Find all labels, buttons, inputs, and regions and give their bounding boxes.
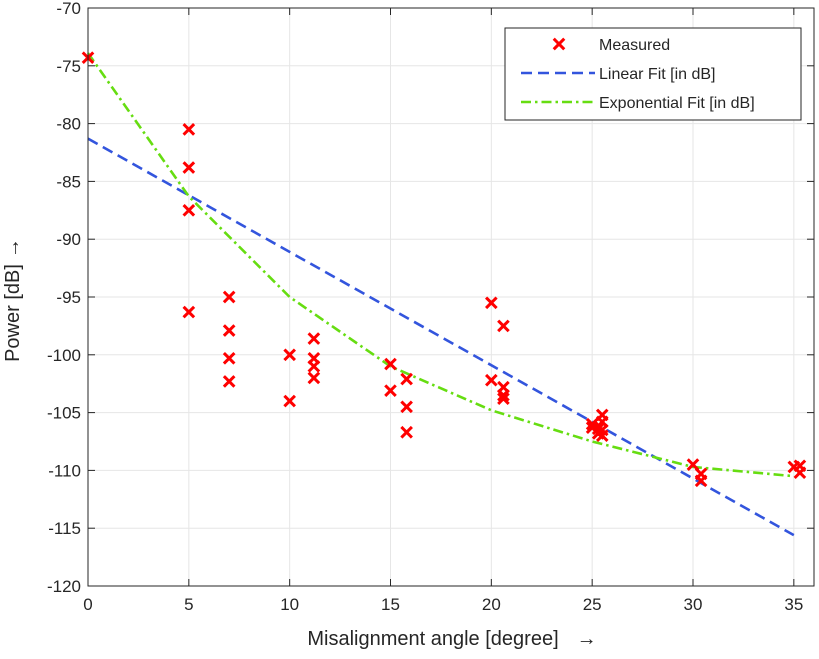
marker-stroke [307, 332, 321, 345]
data-point [400, 372, 413, 386]
y-tick-label: -75 [56, 57, 81, 76]
data-point [686, 458, 700, 471]
data-point [182, 161, 196, 174]
marker-stroke [307, 371, 321, 385]
marker-stroke [222, 351, 236, 365]
y-tick-label: -110 [48, 461, 81, 480]
y-tick-label: -85 [56, 172, 81, 191]
marker-stroke [585, 417, 599, 431]
ticks: 0 5 10 15 20 25 30 35 -120 -115 -110 -105 -100 -95 -90… [47, 0, 814, 614]
data-point [384, 384, 397, 397]
data-point [485, 296, 498, 310]
series-line-1 [86, 52, 794, 478]
x-axis-arrow: → [577, 628, 597, 650]
data-point [400, 400, 413, 414]
y-axis-label-text: Power [dB] [2, 264, 24, 362]
data-point [222, 375, 236, 388]
marker-stroke [182, 203, 196, 217]
data-point [307, 351, 321, 365]
data-point [384, 357, 397, 371]
data-point [182, 305, 196, 319]
legend-label-0: Measured [599, 37, 670, 54]
data-point [222, 351, 236, 365]
marker-stroke [793, 459, 807, 473]
data-point [182, 203, 196, 217]
legend: Measured Linear Fit [in dB] Exponential Fi… [504, 27, 802, 121]
y-axis-label: Power [dB] → [2, 238, 24, 362]
marker-stroke [384, 384, 397, 397]
y-tick-label: -95 [56, 288, 81, 307]
marker-stroke [686, 458, 700, 471]
data-point [307, 360, 321, 373]
marker-stroke [497, 388, 510, 402]
data-point [694, 474, 708, 488]
data-point [595, 429, 609, 443]
data-point [793, 459, 807, 473]
marker-stroke [384, 357, 397, 371]
x-tick-label: 10 [280, 595, 299, 614]
marker-stroke [497, 319, 510, 333]
marker-stroke [400, 372, 413, 386]
legend-marker-0 [552, 37, 566, 51]
x-tick-label: 5 [184, 595, 193, 614]
marker-stroke [497, 380, 510, 394]
data-point [485, 373, 498, 387]
marker-stroke [222, 324, 236, 337]
x-tick-label: 30 [684, 595, 703, 614]
marker-stroke [552, 37, 566, 51]
data-point [283, 394, 296, 408]
legend-label-2: Exponential Fit [in dB] [599, 95, 755, 112]
y-tick-label: -80 [56, 115, 81, 134]
data-point [595, 415, 609, 429]
data-point [307, 332, 321, 345]
marker-stroke [222, 375, 236, 388]
marker-stroke [182, 161, 196, 174]
x-tick-label: 0 [83, 595, 92, 614]
y-tick-label: -115 [48, 519, 81, 538]
marker-stroke [591, 422, 605, 436]
data-point [497, 380, 510, 394]
marker-stroke [222, 290, 236, 304]
marker-stroke [595, 415, 609, 429]
data-point [400, 425, 413, 439]
marker-stroke [283, 394, 296, 408]
x-tick-label: 25 [583, 595, 602, 614]
marker-stroke [182, 305, 196, 319]
x-tick-label: 35 [784, 595, 803, 614]
marker-stroke [400, 425, 413, 439]
marker-stroke [307, 351, 321, 365]
data-point [497, 388, 510, 402]
y-tick-label: -70 [56, 0, 81, 18]
marker-stroke [182, 123, 196, 136]
x-tick-label: 15 [381, 595, 400, 614]
marker-stroke [283, 348, 296, 362]
data-point [182, 123, 196, 136]
y-tick-label: -100 [47, 346, 81, 365]
marker-stroke [485, 296, 498, 310]
marker-stroke [595, 429, 609, 443]
legend-label-1: Linear Fit [in dB] [599, 66, 716, 83]
x-axis-label-text: Misalignment angle [degree] [307, 628, 558, 650]
marker-stroke [307, 360, 321, 373]
x-tick-label: 20 [482, 595, 501, 614]
marker-stroke [694, 474, 708, 488]
legend-box [504, 27, 802, 121]
y-tick-label: -90 [56, 230, 81, 249]
data-point [283, 348, 296, 362]
y-tick-label: -120 [47, 577, 81, 596]
marker-stroke [497, 392, 510, 406]
data-point [307, 371, 321, 385]
y-tick-label: -105 [47, 404, 81, 423]
data-point [497, 392, 510, 406]
data-point [222, 324, 236, 337]
y-axis-arrow: → [2, 238, 24, 258]
data-point [222, 290, 236, 304]
marker-stroke [485, 373, 498, 387]
data-point [497, 319, 510, 333]
marker-stroke [400, 400, 413, 414]
x-axis-label: Misalignment angle [degree] → [307, 628, 596, 650]
